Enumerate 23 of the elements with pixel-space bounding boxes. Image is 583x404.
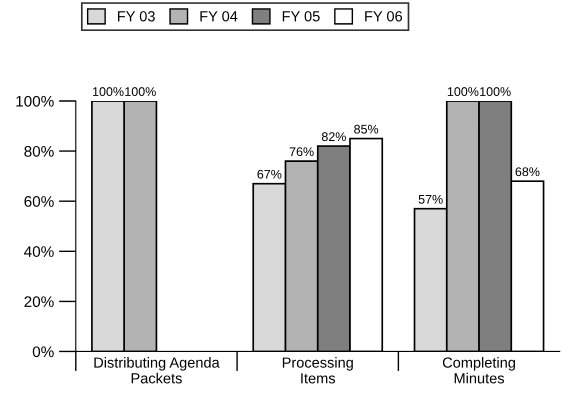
x-tick-label: Distributing Agenda Packets — [94, 357, 220, 384]
x-tick-label: Completing Minutes — [442, 357, 515, 384]
data-label: 100% — [448, 87, 478, 96]
data-label: 100% — [93, 87, 124, 96]
data-label: 68% — [516, 167, 540, 176]
y-tick-label: 40% — [24, 246, 54, 257]
x-tick-label: Processing Items — [282, 357, 353, 384]
data-label: 85% — [354, 124, 378, 134]
data-label: 82% — [322, 132, 346, 142]
legend-label: FY 03 — [118, 11, 155, 22]
data-label: 100% — [125, 87, 156, 96]
data-label: 57% — [418, 194, 443, 204]
data-label: 76% — [290, 147, 314, 156]
data-label: 67% — [257, 170, 282, 179]
legend-label: FY 05 — [282, 11, 320, 22]
legend-label: FY 04 — [200, 11, 238, 22]
y-tick-label: 20% — [24, 296, 54, 308]
legend-label: FY 06 — [365, 11, 402, 22]
y-tick-label: 100% — [16, 96, 54, 107]
y-tick-label: 80% — [24, 146, 54, 157]
y-tick-label: 60% — [24, 196, 54, 207]
data-label: 100% — [480, 87, 511, 96]
y-tick-label: 0% — [32, 346, 54, 358]
